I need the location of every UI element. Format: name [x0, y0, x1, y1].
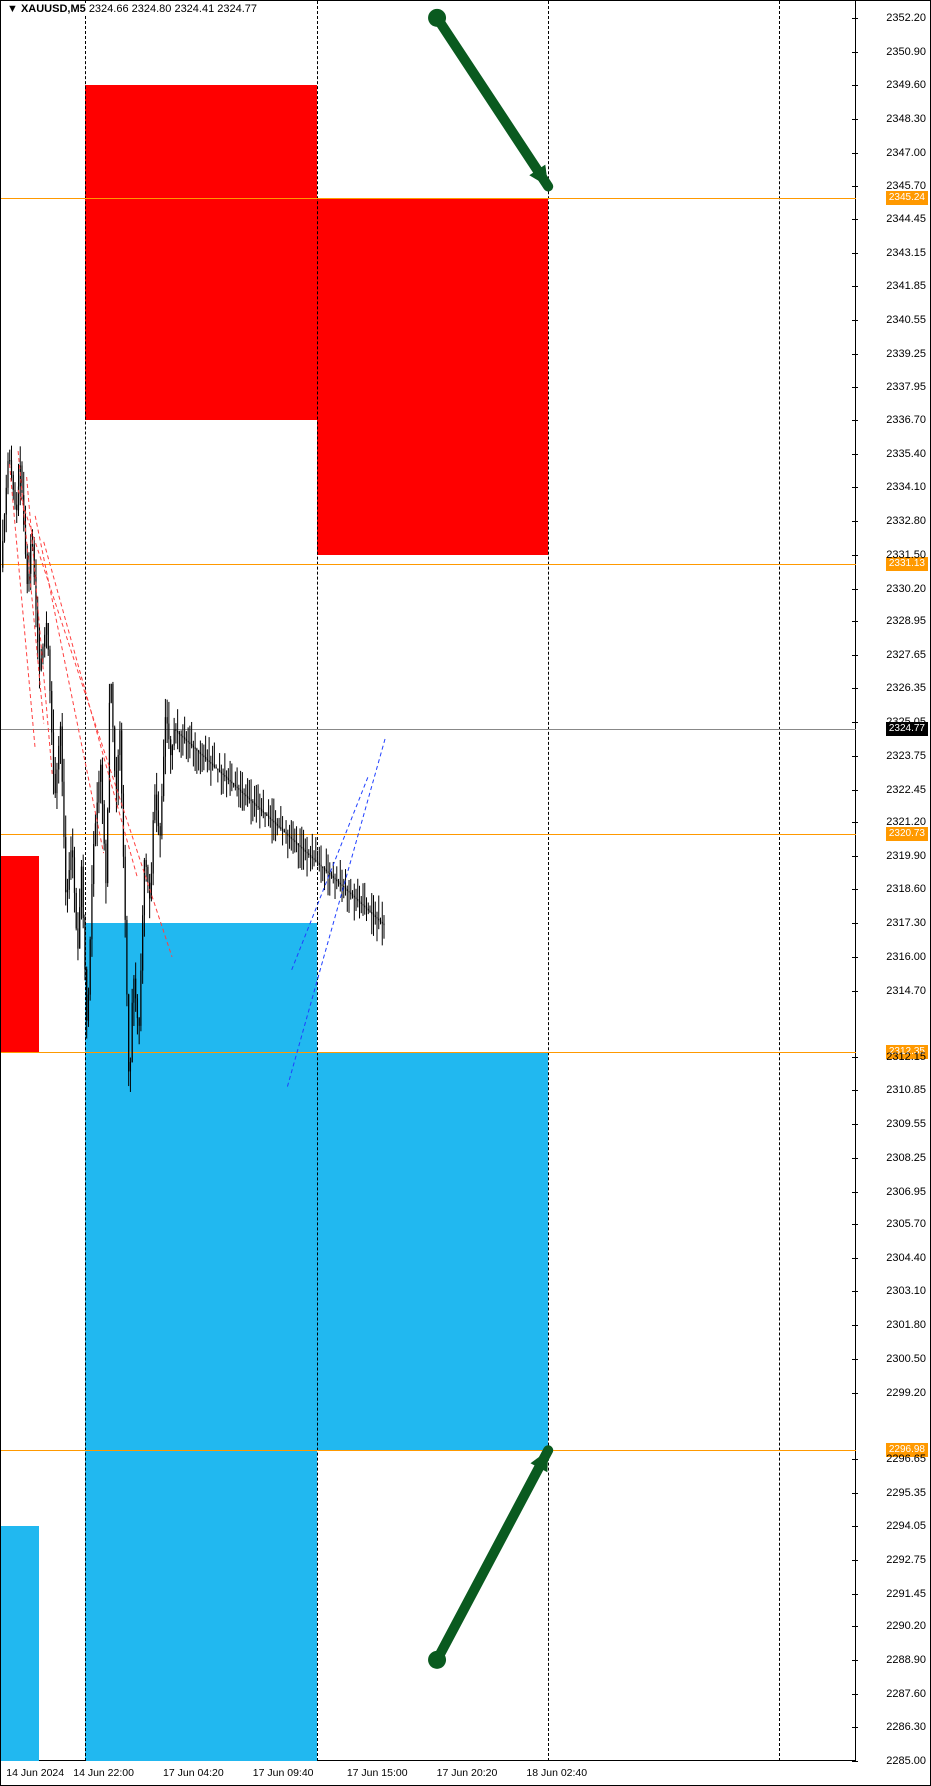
chart-title: ▼ XAUUSD,M5 2324.66 2324.80 2324.41 2324…	[5, 3, 259, 15]
xtick-label: 14 Jun 2024	[6, 1767, 64, 1779]
xtick-label: 17 Jun 15:00	[347, 1767, 408, 1779]
ytick-label: 2309.55	[886, 1118, 926, 1130]
current-price-tag: 2324.77	[886, 722, 928, 736]
x-axis: 14 Jun 2024 14 Jun 22:00 17 Jun 04:20 17 Ju…	[1, 1759, 856, 1785]
ytick-label: 2319.90	[886, 850, 926, 862]
ytick-label: 2310.85	[886, 1084, 926, 1096]
xtick-label: 14 Jun 22:00	[73, 1767, 134, 1779]
ytick-label: 2287.60	[886, 1688, 926, 1700]
symbol-label: XAUUSD,M5	[21, 3, 86, 15]
ytick-label: 2292.75	[886, 1554, 926, 1566]
ytick-label: 2330.20	[886, 583, 926, 595]
ytick-label: 2308.25	[886, 1152, 926, 1164]
xtick-label: 18 Jun 02:40	[526, 1767, 587, 1779]
ytick-label: 2322.45	[886, 784, 926, 796]
plot-area[interactable]	[1, 1, 856, 1761]
ytick-label: 2288.90	[886, 1654, 926, 1666]
ytick-label: 2327.65	[886, 649, 926, 661]
hline-label-2320.73: 2320.73	[886, 827, 928, 841]
ytick-label: 2321.20	[886, 816, 926, 828]
ytick-label: 2345.70	[886, 180, 926, 192]
ytick-label: 2299.20	[886, 1387, 926, 1399]
ytick-label: 2301.80	[886, 1319, 926, 1331]
ytick-label: 2341.85	[886, 280, 926, 292]
ytick-label: 2331.50	[886, 549, 926, 561]
ohlc-label: 2324.66 2324.80 2324.41 2324.77	[89, 3, 257, 15]
ytick-label: 2291.45	[886, 1588, 926, 1600]
ytick-label: 2349.60	[886, 79, 926, 91]
ytick-label: 2352.20	[886, 12, 926, 24]
ytick-label: 2318.60	[886, 883, 926, 895]
ytick-label: 2304.40	[886, 1252, 926, 1264]
ytick-label: 2296.65	[886, 1453, 926, 1465]
xtick-label: 17 Jun 09:40	[253, 1767, 314, 1779]
ytick-label: 2332.80	[886, 515, 926, 527]
xtick-label: 17 Jun 20:20	[437, 1767, 498, 1779]
ytick-label: 2350.90	[886, 46, 926, 58]
ytick-label: 2334.10	[886, 481, 926, 493]
ytick-label: 2328.95	[886, 615, 926, 627]
ytick-label: 2343.15	[886, 247, 926, 259]
y-axis: 2345.242331.132320.732312.352296.982324.…	[854, 1, 930, 1761]
ytick-label: 2306.95	[886, 1186, 926, 1198]
ytick-label: 2303.10	[886, 1285, 926, 1297]
ytick-label: 2285.00	[886, 1755, 926, 1767]
ytick-label: 2348.30	[886, 113, 926, 125]
ytick-label: 2339.25	[886, 348, 926, 360]
xtick-label: 17 Jun 04:20	[163, 1767, 224, 1779]
ytick-label: 2335.40	[886, 448, 926, 460]
ytick-label: 2314.70	[886, 985, 926, 997]
ytick-label: 2300.50	[886, 1353, 926, 1365]
ytick-label: 2337.95	[886, 381, 926, 393]
ytick-label: 2294.05	[886, 1520, 926, 1532]
ytick-label: 2317.30	[886, 917, 926, 929]
ytick-label: 2340.55	[886, 314, 926, 326]
ytick-label: 2326.35	[886, 682, 926, 694]
ytick-label: 2336.70	[886, 414, 926, 426]
ytick-label: 2312.15	[886, 1051, 926, 1063]
ytick-label: 2316.00	[886, 951, 926, 963]
ytick-label: 2323.75	[886, 750, 926, 762]
ytick-label: 2344.45	[886, 213, 926, 225]
ytick-label: 2295.35	[886, 1487, 926, 1499]
up-arrow	[1, 1, 856, 1761]
ytick-label: 2290.20	[886, 1620, 926, 1632]
ytick-label: 2347.00	[886, 147, 926, 159]
ytick-label: 2305.70	[886, 1218, 926, 1230]
hline-label-2345.24: 2345.24	[886, 191, 928, 205]
ytick-label: 2286.30	[886, 1721, 926, 1733]
chart-container[interactable]: ▼ XAUUSD,M5 2324.66 2324.80 2324.41 2324…	[0, 0, 931, 1786]
